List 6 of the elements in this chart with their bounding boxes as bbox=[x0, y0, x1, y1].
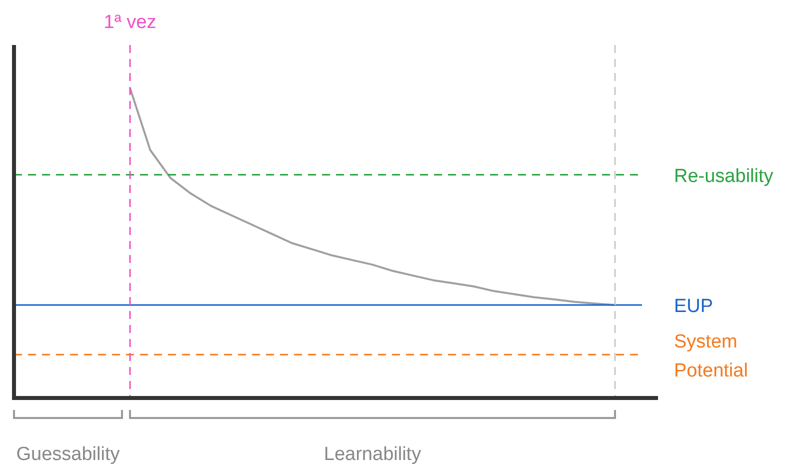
ref-line-label: System Potential bbox=[674, 332, 748, 382]
text: 1ª vez bbox=[104, 12, 156, 33]
text: Learnability bbox=[324, 444, 422, 464]
text: Guessability bbox=[16, 444, 120, 464]
ref-line-label: EUP bbox=[674, 296, 714, 317]
ref-line-label: Re-usability bbox=[674, 166, 774, 187]
